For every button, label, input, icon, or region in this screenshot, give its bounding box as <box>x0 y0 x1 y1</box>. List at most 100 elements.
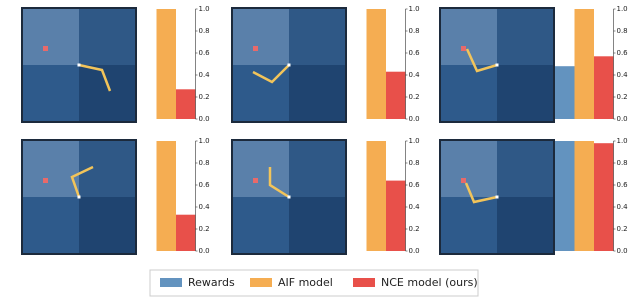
env-tile <box>289 65 346 122</box>
target <box>461 46 466 51</box>
arm <box>252 64 290 84</box>
env-tile <box>232 8 289 65</box>
bar <box>366 141 386 251</box>
y-tick-label: 0.0 <box>617 247 628 255</box>
bar <box>386 71 406 119</box>
env-tile <box>497 140 554 197</box>
y-tick-label: 0.4 <box>199 71 211 79</box>
arm <box>464 182 498 204</box>
panel: 0.0 0.2 0.4 0.6 0.8 1.0 <box>439 5 629 123</box>
y-tick-label: 0.0 <box>199 115 210 123</box>
legend-swatch <box>160 278 182 287</box>
env-tile <box>22 8 79 65</box>
target <box>253 178 258 183</box>
bar <box>156 9 176 119</box>
bar <box>176 89 196 119</box>
y-tick-label: 0.8 <box>199 27 210 35</box>
y-tick-label: 0.2 <box>617 225 628 233</box>
y-tick-label: 0.6 <box>617 181 629 189</box>
y-tick-label: 0.8 <box>409 27 420 35</box>
y-tick-label: 0.0 <box>409 115 420 123</box>
legend-swatch <box>250 278 272 287</box>
y-tick-label: 1.0 <box>409 137 420 145</box>
y-tick-label: 0.8 <box>617 27 628 35</box>
env-frame <box>21 7 137 123</box>
y-tick-label: 0.8 <box>199 159 210 167</box>
env-tile <box>232 197 289 254</box>
bar <box>555 66 575 119</box>
y-tick-label: 0.8 <box>409 159 420 167</box>
y-tick-label: 1.0 <box>617 137 628 145</box>
y-tick-label: 0.0 <box>199 247 210 255</box>
bar <box>555 141 575 251</box>
target <box>43 46 48 51</box>
env-tile <box>79 8 136 65</box>
bar <box>176 214 196 251</box>
y-tick-label: 1.0 <box>199 137 210 145</box>
env-tile <box>497 197 554 254</box>
legend-label: Rewards <box>188 276 235 289</box>
joint <box>77 195 81 199</box>
bar <box>594 56 614 119</box>
y-tick-label: 0.0 <box>409 247 420 255</box>
joint <box>495 195 499 199</box>
joint <box>495 63 499 67</box>
bar <box>366 9 386 119</box>
y-tick-label: 0.6 <box>199 49 211 57</box>
target <box>43 178 48 183</box>
joint <box>287 63 291 67</box>
y-tick-label: 0.2 <box>199 93 210 101</box>
y-tick-label: 0.2 <box>617 93 628 101</box>
legend-label: AIF model <box>278 276 333 289</box>
target <box>253 46 258 51</box>
env-tile <box>289 197 346 254</box>
env-frame <box>21 139 137 255</box>
y-tick-label: 0.4 <box>617 71 629 79</box>
y-tick-label: 0.4 <box>409 71 421 79</box>
y-tick-label: 1.0 <box>617 5 628 13</box>
bar <box>574 9 594 119</box>
y-tick-label: 0.6 <box>409 49 421 57</box>
bar <box>594 143 614 251</box>
bar <box>156 141 176 251</box>
env-frame <box>439 139 555 255</box>
env-frame <box>231 139 347 255</box>
env-tile <box>22 140 79 197</box>
y-tick-label: 0.2 <box>409 93 420 101</box>
y-tick-label: 0.0 <box>617 115 628 123</box>
y-tick-label: 0.6 <box>199 181 211 189</box>
env-tile <box>22 197 79 254</box>
arm <box>78 63 112 92</box>
y-tick-label: 0.2 <box>409 225 420 233</box>
legend-swatch <box>353 278 375 287</box>
joint <box>287 195 291 199</box>
y-tick-label: 0.6 <box>409 181 421 189</box>
panel: 0.0 0.2 0.4 0.6 0.8 1.0 <box>439 137 629 255</box>
y-tick-label: 1.0 <box>199 5 210 13</box>
arm <box>70 165 94 198</box>
env-tile <box>497 8 554 65</box>
env-tile <box>232 140 289 197</box>
env-tile <box>440 197 497 254</box>
y-tick-label: 0.4 <box>409 203 421 211</box>
env-tile <box>440 8 497 65</box>
env-tile <box>289 8 346 65</box>
env-frame <box>231 7 347 123</box>
y-tick-label: 0.2 <box>199 225 210 233</box>
env-tile <box>22 65 79 122</box>
arm <box>465 48 498 73</box>
env-frame <box>439 7 555 123</box>
joint <box>77 63 81 67</box>
legend-label: NCE model (ours) <box>381 276 478 289</box>
env-tile <box>289 140 346 197</box>
panels: 0.00.20.40.60.81.00.00.20.40.60.81.00.00… <box>21 5 629 255</box>
legend-box <box>149 269 479 297</box>
env-tile <box>497 65 554 122</box>
bar <box>386 180 406 251</box>
y-tick-label: 0.8 <box>617 159 628 167</box>
y-tick-label: 0.4 <box>199 203 211 211</box>
y-tick-label: 1.0 <box>409 5 420 13</box>
target <box>461 178 466 183</box>
bar <box>574 141 594 251</box>
y-tick-label: 0.6 <box>617 49 629 57</box>
